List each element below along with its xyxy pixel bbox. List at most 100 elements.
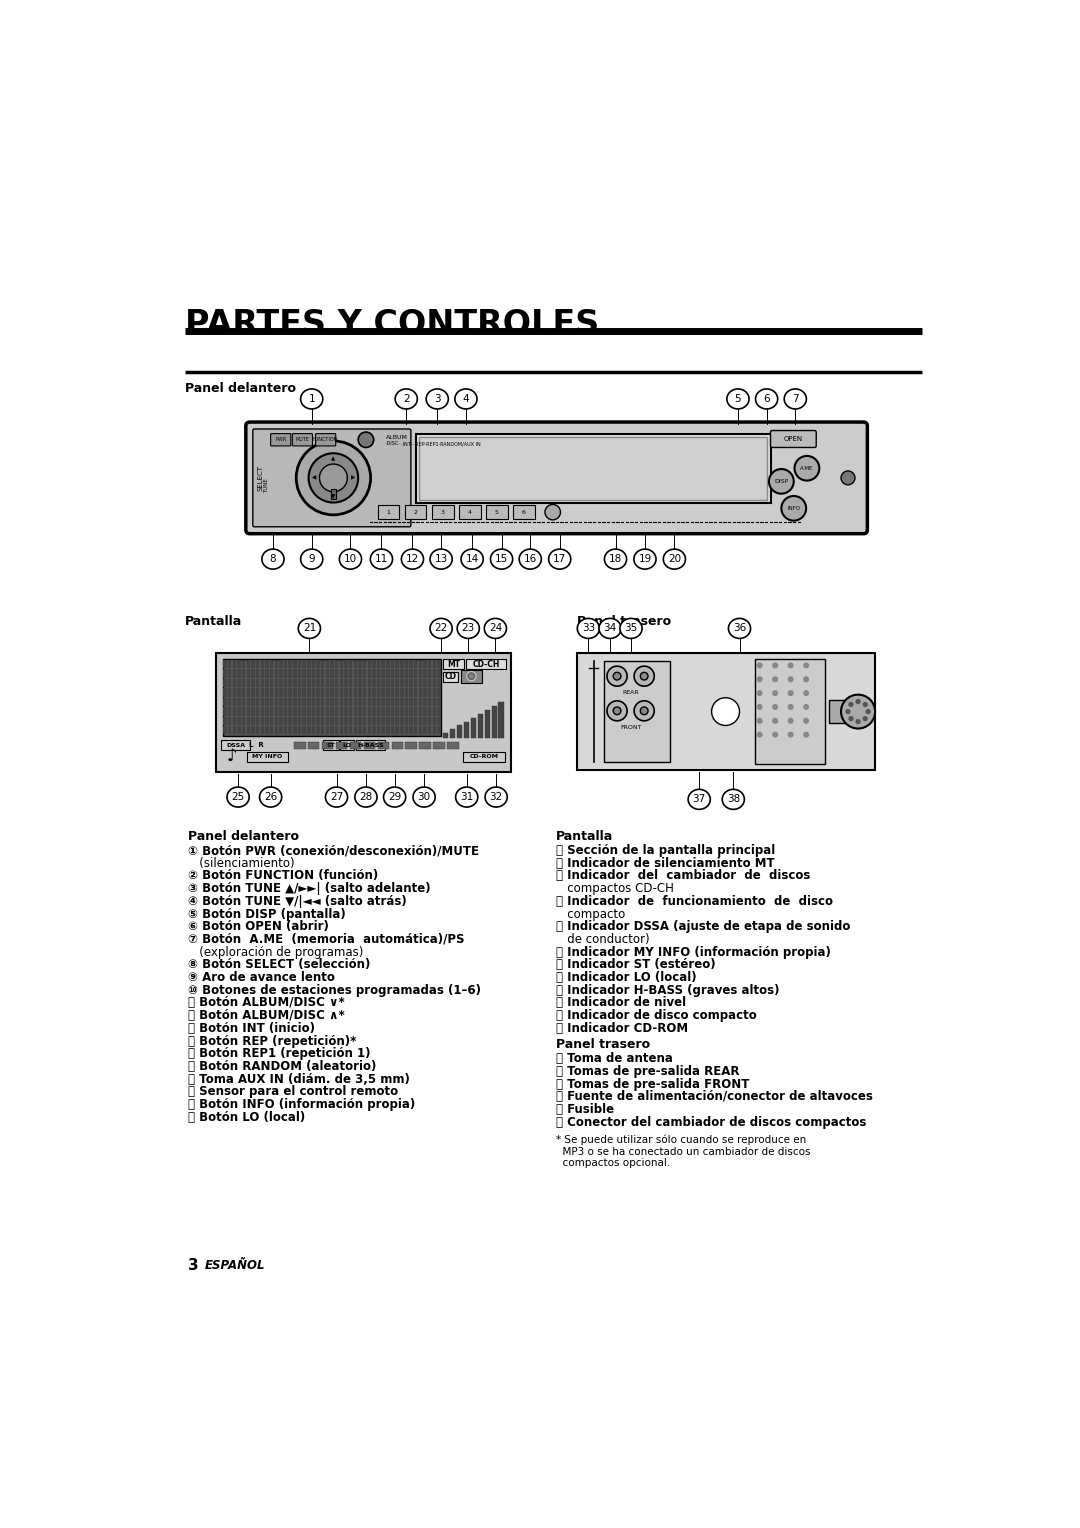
Text: 23: 23 <box>461 623 475 634</box>
Bar <box>419 669 422 678</box>
FancyBboxPatch shape <box>770 431 816 448</box>
Circle shape <box>607 701 627 721</box>
Ellipse shape <box>455 390 477 410</box>
Bar <box>312 707 315 715</box>
Bar <box>367 698 372 706</box>
Bar <box>228 678 231 688</box>
Circle shape <box>757 704 762 709</box>
Ellipse shape <box>727 390 750 410</box>
Text: 29: 29 <box>388 792 402 802</box>
Bar <box>274 717 278 724</box>
Bar <box>266 678 269 688</box>
Bar <box>336 741 348 749</box>
Bar <box>378 506 400 520</box>
Text: MY INFO: MY INFO <box>253 755 283 759</box>
Bar <box>330 678 334 688</box>
Bar <box>307 717 311 724</box>
Circle shape <box>309 454 359 503</box>
Bar <box>288 678 292 688</box>
Bar <box>363 698 366 706</box>
Bar <box>428 660 431 668</box>
Bar <box>419 437 768 500</box>
Bar <box>409 669 413 678</box>
Text: 5: 5 <box>495 510 499 515</box>
Bar <box>316 688 320 697</box>
Circle shape <box>757 691 762 695</box>
Bar <box>232 669 237 678</box>
Bar <box>312 678 315 688</box>
Bar <box>307 688 311 697</box>
Bar <box>459 506 481 520</box>
Bar <box>307 669 311 678</box>
Bar <box>302 678 306 688</box>
Bar <box>335 688 338 697</box>
Bar <box>266 726 269 735</box>
Bar <box>335 678 338 688</box>
Text: 38: 38 <box>727 795 740 804</box>
FancyBboxPatch shape <box>253 429 410 527</box>
Bar <box>419 726 422 735</box>
Bar <box>423 688 427 697</box>
Bar <box>349 726 352 735</box>
FancyBboxPatch shape <box>271 434 291 446</box>
Circle shape <box>804 718 809 723</box>
Bar <box>232 660 237 668</box>
Ellipse shape <box>620 619 643 639</box>
Bar <box>349 717 352 724</box>
Text: 30: 30 <box>418 792 431 802</box>
Text: ⑤ Botón DISP (pantalla): ⑤ Botón DISP (pantalla) <box>188 908 346 920</box>
Text: ⑵ Indicador de silenciamiento MT: ⑵ Indicador de silenciamiento MT <box>556 857 774 869</box>
Bar <box>224 707 227 715</box>
Bar <box>356 740 386 750</box>
Circle shape <box>757 677 762 681</box>
Bar <box>246 688 251 697</box>
Bar <box>457 726 462 738</box>
Text: 18: 18 <box>609 555 622 564</box>
Bar <box>447 741 459 749</box>
Circle shape <box>804 663 809 668</box>
Text: ⑼ Indicador H-BASS (graves altos): ⑼ Indicador H-BASS (graves altos) <box>556 984 780 996</box>
Ellipse shape <box>457 619 480 639</box>
Bar <box>316 698 320 706</box>
Circle shape <box>866 709 870 714</box>
Bar <box>349 688 352 697</box>
Bar <box>363 660 366 668</box>
Bar <box>437 698 441 706</box>
Text: ⑽ Indicador de nivel: ⑽ Indicador de nivel <box>556 996 686 1010</box>
Bar <box>387 669 390 678</box>
Text: ⑸ Indicador DSSA (ajuste de etapa de sonido: ⑸ Indicador DSSA (ajuste de etapa de son… <box>556 920 850 934</box>
Text: ⑻ Indicador LO (local): ⑻ Indicador LO (local) <box>556 972 697 984</box>
Bar <box>284 678 287 688</box>
Circle shape <box>640 707 648 715</box>
Bar <box>307 678 311 688</box>
Text: ⑬ Botón INT (inicio): ⑬ Botón INT (inicio) <box>188 1022 314 1034</box>
Circle shape <box>856 700 860 703</box>
Circle shape <box>359 432 374 448</box>
Bar <box>228 660 231 668</box>
Bar <box>409 678 413 688</box>
Bar <box>387 678 390 688</box>
Bar <box>391 688 394 697</box>
Bar <box>238 698 241 706</box>
Bar <box>345 707 348 715</box>
Text: 37: 37 <box>692 795 706 804</box>
Bar <box>513 506 535 520</box>
Bar <box>293 688 297 697</box>
Bar <box>270 669 273 678</box>
Bar <box>377 669 380 678</box>
Bar <box>437 726 441 735</box>
Circle shape <box>804 732 809 736</box>
Text: INFO: INFO <box>787 506 800 510</box>
Bar <box>256 678 259 688</box>
Bar <box>381 698 384 706</box>
Bar <box>345 688 348 697</box>
Bar <box>294 741 306 749</box>
Bar <box>395 669 399 678</box>
Ellipse shape <box>339 549 362 568</box>
Bar <box>260 707 264 715</box>
Bar <box>293 669 297 678</box>
Bar <box>377 698 380 706</box>
Bar <box>381 669 384 678</box>
Bar <box>395 698 399 706</box>
Bar <box>395 678 399 688</box>
